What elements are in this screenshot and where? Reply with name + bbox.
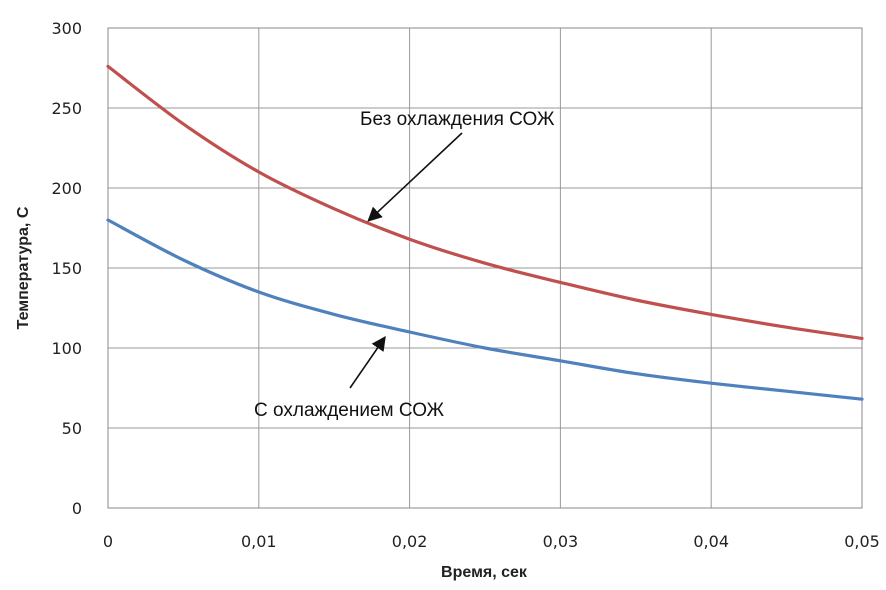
y-tick-label: 0 <box>72 499 82 518</box>
x-tick-labels: 0 0,01 0,02 0,03 0,04 0,05 <box>103 532 880 551</box>
y-tick-label: 150 <box>51 259 82 278</box>
annotation-arrow-with-coolant <box>349 336 386 389</box>
series-line-without-coolant <box>106 64 864 340</box>
x-tick-label: 0 <box>103 532 113 551</box>
y-tick-label: 250 <box>51 99 82 118</box>
annotation-label-without-coolant: Без охлаждения СОЖ <box>360 109 555 130</box>
series-layer <box>106 64 864 401</box>
series-line-with-coolant <box>106 218 864 401</box>
y-axis-title: Температура, С <box>15 206 32 329</box>
y-tick-labels: 0 50 100 150 200 250 300 <box>51 19 82 518</box>
x-tick-label: 0,05 <box>844 532 880 551</box>
grid <box>107 27 863 509</box>
annotation-label-with-coolant: С охлаждением СОЖ <box>254 400 445 421</box>
y-tick-label: 200 <box>51 179 82 198</box>
x-tick-label: 0,01 <box>241 532 277 551</box>
y-tick-label: 300 <box>51 19 82 38</box>
annotations: Без охлаждения СОЖ С охлаждением СОЖ <box>254 109 555 421</box>
x-tick-label: 0,04 <box>693 532 729 551</box>
annotation-arrow-without-coolant <box>367 132 463 222</box>
x-tick-label: 0,02 <box>392 532 428 551</box>
x-tick-label: 0,03 <box>543 532 579 551</box>
y-tick-label: 50 <box>62 419 82 438</box>
plot-frame <box>107 27 863 509</box>
y-tick-label: 100 <box>51 339 82 358</box>
x-axis-title: Время, сек <box>441 564 528 581</box>
